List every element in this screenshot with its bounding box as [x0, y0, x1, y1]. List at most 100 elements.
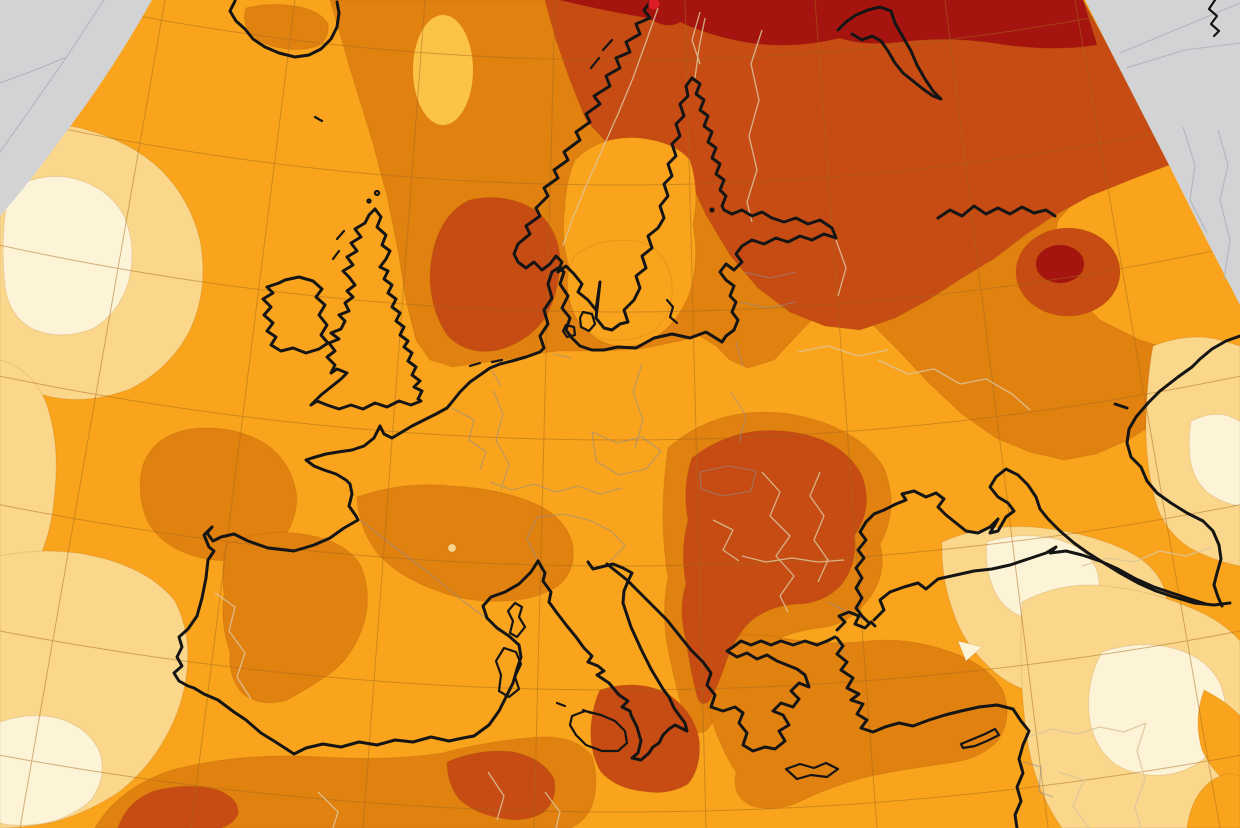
border-norway-sweden: [562, 7, 659, 247]
border-poland-ukraine: [730, 391, 747, 443]
graticule-meridian: [1074, 0, 1221, 828]
graticule-meridian: [533, 0, 556, 828]
border-alps: [489, 481, 623, 495]
coastline-gotland: [665, 298, 679, 325]
border-czechia: [591, 431, 662, 476]
coastline-great-britain: [309, 207, 424, 411]
anomaly-region-west-mediterranean-level4: [356, 484, 574, 602]
anomaly-region-tunisia-core-level5: [446, 750, 556, 821]
coastline-caspian: [1125, 334, 1240, 608]
coastline-black-sea-north-crimea-azov: [864, 467, 1232, 607]
coastline-funen: [561, 323, 577, 339]
border-france-belgium: [451, 407, 487, 471]
coastline-black-sea-west: [854, 520, 870, 624]
coastline-zealand: [578, 310, 597, 333]
border-levant: [1022, 761, 1054, 798]
coastline-adriatic-greece: [605, 562, 837, 753]
border-danube: [741, 555, 845, 563]
coastline-corsica: [506, 601, 527, 639]
graticule-in-gray: [1119, 2, 1240, 54]
anomaly-region-anatolia-dot-level1: [957, 640, 984, 662]
coast-fragments-gray: [1207, 0, 1221, 38]
coastline-white-sea: [836, 5, 943, 101]
border-denmark-germany: [552, 353, 572, 359]
anomaly-region-iberia-interior-level4: [222, 531, 368, 704]
anomaly-region-atlantic-nw-core-level1: [2, 175, 133, 336]
border-baltics-1: [743, 271, 797, 279]
coastline-black-sea-south: [872, 545, 1208, 622]
country-borders-tan: [214, 7, 1213, 828]
coastline-sicily: [568, 709, 629, 753]
coastline-orkney: [366, 198, 372, 204]
coastline-iceland: [228, 0, 341, 59]
coastlines: [172, 0, 1240, 828]
coastline-caspian-island: [1113, 402, 1129, 410]
border-belarus-poland: [735, 341, 744, 367]
anomaly-region-nw-russia-core-level6: [1035, 244, 1085, 284]
anomaly-region-morocco-core-level5: [117, 785, 239, 828]
anomaly-region-mideast-edge-level3: [1197, 689, 1240, 793]
border-germany-poland: [632, 363, 644, 449]
coastline-hebrides: [331, 229, 346, 261]
coastline-cyprus: [959, 727, 1001, 750]
graticule-meridian: [814, 0, 878, 828]
coastline-russian-lakes: [936, 204, 1057, 220]
anomaly-region-barents-band-level6: [559, 0, 1098, 49]
graticule-meridian: [944, 0, 1049, 828]
coastline-frisian-islands: [468, 358, 504, 368]
border-serbia: [761, 471, 795, 613]
graticule-in-gray: [0, 0, 105, 153]
outside-domain-wedge-nw: [0, 0, 152, 216]
border-ukraine-belarus: [797, 345, 889, 357]
border-iraq-iran: [1134, 722, 1147, 828]
graticule-meridian: [190, 0, 296, 828]
coastline-italy: [536, 559, 689, 762]
island-coastlines: [313, 38, 1001, 781]
country-borders-gray: [358, 271, 1054, 798]
border-tunisia-libya: [544, 791, 561, 828]
anomaly-region-caspian-core-level1: [1188, 413, 1240, 507]
border-portugal-spain: [214, 592, 252, 700]
graticule-meridian: [684, 0, 707, 828]
border-jordan: [1057, 771, 1090, 828]
anomaly-region-biscay-level4: [139, 427, 298, 562]
anomaly-region-iceland-interior-level4: [243, 3, 329, 51]
coastline-turkey-levant: [835, 636, 1031, 828]
border-italy-north: [526, 513, 626, 563]
coastline-ireland: [261, 275, 330, 355]
border-norway-russia: [691, 11, 701, 65]
border-bosnia: [712, 519, 740, 562]
coastline-scandinavia-baltic: [172, 0, 838, 756]
anomaly-region-balkans-level5: [681, 429, 867, 705]
coastline-aland: [709, 207, 715, 213]
outside-domain-lines: [0, 0, 1240, 281]
coastline-faroe: [313, 115, 324, 123]
border-in-gray: [1125, 42, 1240, 69]
border-algeria-tunisia: [487, 771, 505, 821]
border-sweden-finland: [694, 17, 706, 79]
border-morocco-algeria: [317, 791, 339, 828]
coastline-lofoten: [589, 38, 614, 70]
coastline-shetland: [373, 189, 381, 197]
border-in-gray: [1182, 126, 1208, 234]
coastline-crete: [784, 761, 840, 781]
border-ukraine-russia: [877, 359, 1031, 411]
graticule-meridian: [19, 0, 166, 828]
border-caucasus: [1081, 546, 1213, 567]
outside-domain-wedge-ne: [1085, 0, 1240, 305]
anomaly-region-mideast-corner-level3: [1186, 773, 1240, 828]
border-netherlands-germany: [491, 369, 502, 387]
anomaly-hotspot-dot: [648, 0, 660, 10]
anomaly-spot-norwegian-sea-yellow: [413, 15, 473, 125]
graticule-in-gray: [0, 56, 68, 84]
coastline-mezen-fragment: [1207, 0, 1221, 38]
anomaly-region-aegean-levant-level4: [702, 634, 1008, 810]
border-turkey-syria-iraq: [1027, 722, 1147, 738]
coastline-marmara: [835, 610, 877, 632]
border-estonia-russia: [835, 239, 847, 297]
river-in-gray: [1217, 129, 1231, 281]
border-bulgaria: [809, 471, 829, 583]
